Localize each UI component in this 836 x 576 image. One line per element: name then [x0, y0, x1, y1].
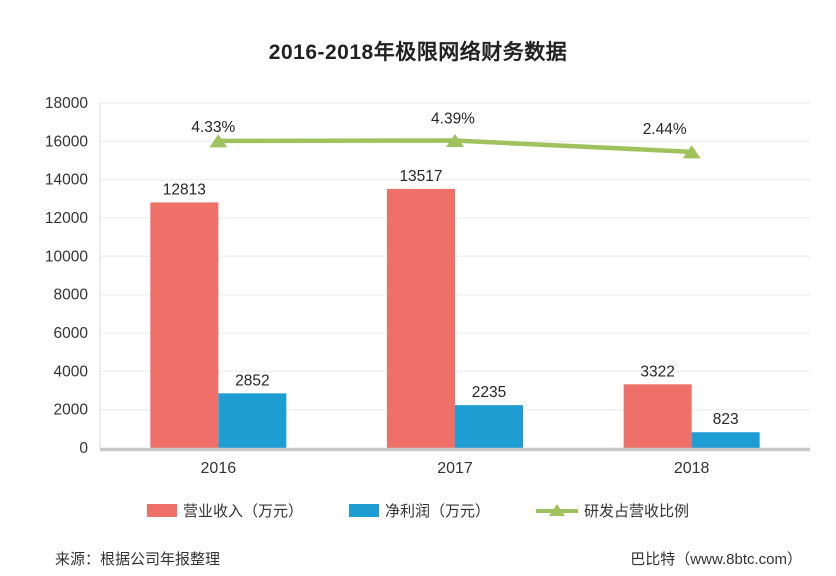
- bar-value-label: 13517: [399, 168, 442, 185]
- legend-swatch-profit-icon: [348, 504, 379, 517]
- legend-item: 净利润（万元）: [348, 500, 490, 521]
- legend-swatch-ratio-line-icon: [536, 503, 578, 518]
- y-tick-label: 14000: [45, 172, 88, 189]
- ratio-value-label: 4.33%: [191, 119, 235, 136]
- y-tick-label: 8000: [54, 287, 89, 304]
- legend-label: 研发占营收比例: [584, 503, 690, 520]
- legend-item: 营业收入（万元）: [146, 500, 303, 521]
- bar-revenue: [387, 188, 455, 448]
- legend-triangle-icon: [549, 504, 565, 516]
- brand-credit: 巴比特（www.8btc.com）: [630, 551, 802, 568]
- y-tick-label: 6000: [54, 325, 89, 342]
- y-tick-label: 4000: [54, 363, 89, 380]
- bar-value-label: 2235: [472, 384, 506, 401]
- bar-profit: [455, 405, 523, 448]
- y-tick-label: 18000: [45, 95, 88, 112]
- ratio-value-label: 2.44%: [643, 121, 687, 138]
- bar-value-label: 12813: [163, 181, 206, 198]
- bar-profit: [691, 432, 760, 448]
- ratio-marker-triangle-icon: [682, 145, 701, 159]
- bar-profit: [218, 393, 287, 448]
- y-tick-label: 0: [79, 440, 88, 457]
- ratio-marker-triangle-icon: [209, 134, 228, 148]
- source-note: 来源：根据公司年报整理: [55, 551, 221, 568]
- legend-swatch-revenue-icon: [146, 504, 177, 517]
- ratio-marker-triangle-icon: [446, 134, 464, 148]
- x-tick-label: 2018: [674, 460, 710, 477]
- legend-item: 研发占营收比例: [536, 500, 689, 521]
- legend-label: 净利润（万元）: [384, 503, 490, 520]
- x-tick-label: 2016: [201, 460, 237, 477]
- bar-value-label: 823: [713, 411, 739, 428]
- chart-legend: 营业收入（万元） 净利润（万元） 研发占营收比例: [0, 500, 836, 521]
- bar-revenue: [623, 384, 692, 448]
- bar-value-label: 3322: [640, 363, 674, 380]
- y-tick-label: 10000: [45, 248, 88, 265]
- bar-value-label: 2852: [235, 372, 269, 389]
- y-tick-label: 2000: [54, 402, 89, 419]
- chart-title: 2016-2018年极限网络财务数据: [268, 41, 568, 64]
- legend-label: 营业收入（万元）: [182, 503, 303, 520]
- y-tick-label: 16000: [45, 133, 88, 150]
- bar-revenue: [150, 202, 219, 448]
- y-tick-label: 12000: [45, 210, 88, 227]
- x-tick-label: 2017: [437, 460, 473, 477]
- ratio-value-label: 4.39%: [431, 111, 475, 128]
